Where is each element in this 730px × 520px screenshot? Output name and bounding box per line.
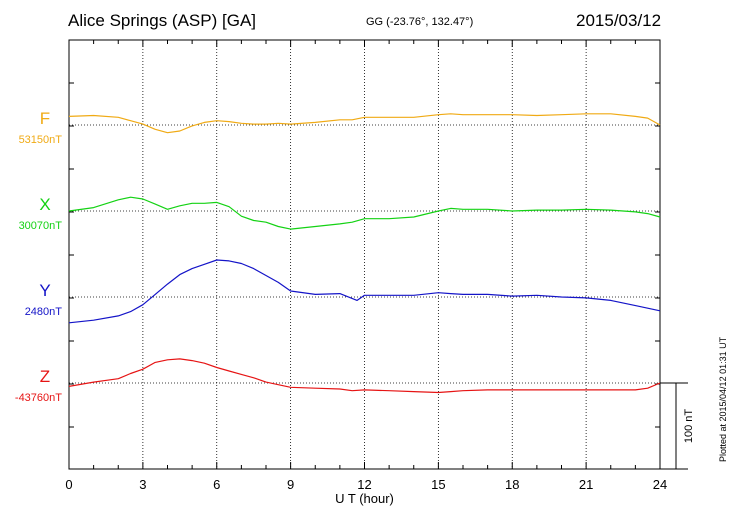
series-baseline-X: 30070nT (19, 220, 63, 232)
chart-date: 2015/03/12 (576, 11, 662, 30)
series-name-Z: Z (40, 367, 50, 386)
x-tick-label: 0 (65, 477, 72, 492)
series-name-F: F (40, 109, 50, 128)
series-line-F (68, 113, 661, 134)
x-tick-label: 15 (431, 477, 445, 492)
series-baseline-Z: -43760nT (15, 392, 62, 404)
series-line-Y (68, 259, 661, 324)
series-name-Y: Y (39, 281, 50, 300)
x-axis-label: U T (hour) (335, 491, 394, 506)
x-tick-label: 3 (139, 477, 146, 492)
scale-bar-label: 100 nT (683, 409, 695, 444)
series-line-Z (68, 358, 661, 394)
series-baseline-F: 53150nT (19, 134, 63, 146)
x-tick-label: 18 (505, 477, 519, 492)
x-tick-label: 24 (653, 477, 667, 492)
x-tick-label: 6 (213, 477, 220, 492)
series-baseline-Y: 2480nT (25, 306, 63, 318)
x-tick-label: 21 (579, 477, 593, 492)
station-coordinates: GG (-23.76°, 132.47°) (366, 16, 474, 28)
x-tick-label: 9 (287, 477, 294, 492)
series-line-X (68, 196, 661, 230)
series-name-X: X (39, 195, 50, 214)
plot-frame (68, 39, 661, 470)
chart-title: Alice Springs (ASP) [GA] (68, 11, 257, 30)
x-tick-label: 12 (357, 477, 371, 492)
plotted-timestamp: Plotted at 2015/04/12 01:31 UT (718, 336, 728, 462)
